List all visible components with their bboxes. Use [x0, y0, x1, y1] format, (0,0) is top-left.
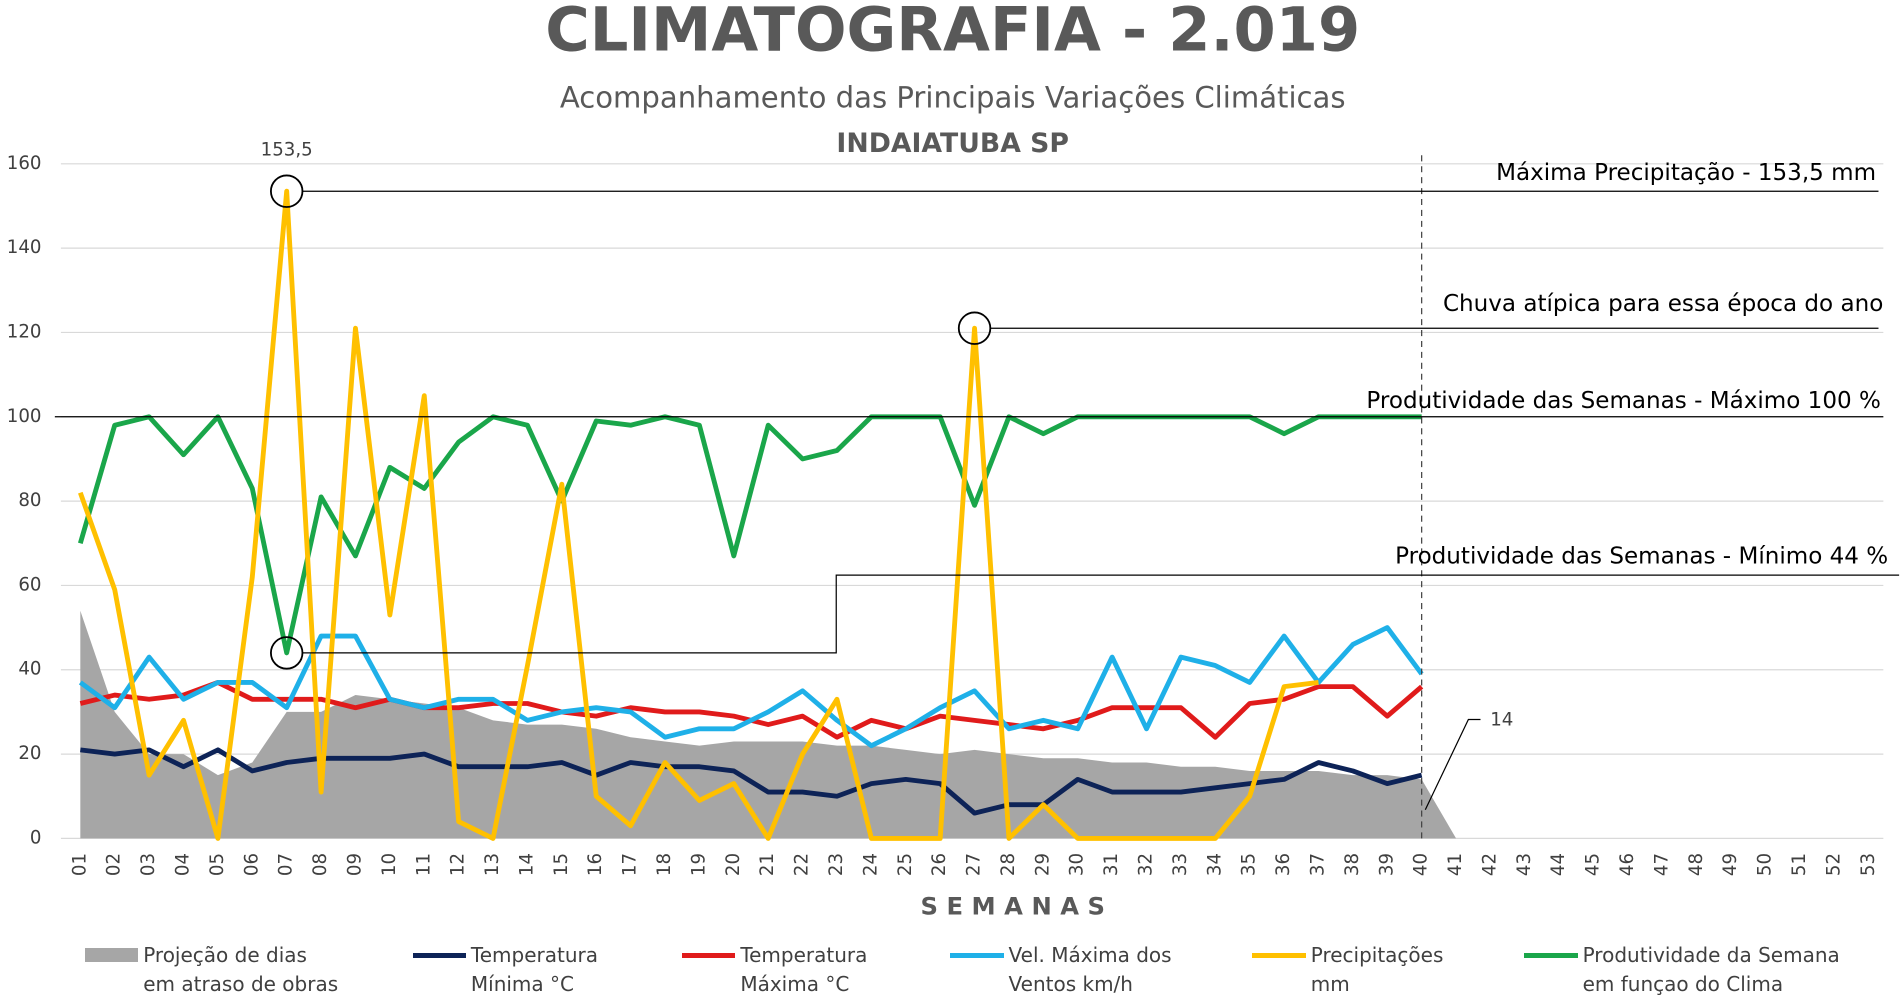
y-tick-label: 0 — [30, 827, 42, 848]
x-tick-label: 28 — [998, 853, 1019, 876]
x-tick-label: 16 — [585, 853, 606, 876]
line — [77, 414, 1422, 656]
legend-label: Vel. Máxima dos Ventos km/h — [1008, 942, 1172, 996]
x-tick-label: 26 — [929, 853, 950, 876]
y-tick-label: 60 — [18, 574, 41, 595]
chart-location: INDAIATUBA SP — [836, 128, 1069, 159]
x-tick-label: 35 — [1239, 853, 1260, 876]
x-tick-label: 37 — [1307, 853, 1328, 876]
y-tick-label: 140 — [7, 237, 42, 258]
x-tick-label: 17 — [620, 853, 641, 876]
x-tick-label: 34 — [1204, 853, 1225, 876]
annotation: Produtividade das Semanas - Máximo 100 % — [1366, 388, 1880, 414]
x-tick-label: 12 — [448, 853, 469, 876]
annotation-line — [1424, 718, 1481, 810]
x-tick-label: 06 — [241, 853, 262, 876]
area — [80, 610, 1457, 839]
annotation: Máxima Precipitação - 153,5 mm — [1496, 160, 1876, 186]
x-tick-label: 42 — [1479, 853, 1500, 876]
line — [80, 747, 1423, 816]
x-tick-label: 40 — [1411, 853, 1432, 876]
annotation: Produtividade das Semanas - Mínimo 44 % — [1395, 543, 1888, 569]
x-tick-label: 09 — [344, 853, 365, 876]
x-tick-label: 07 — [276, 853, 297, 876]
x-tick-label: 29 — [1032, 853, 1053, 876]
legend-label: Temperatura Máxima °C — [740, 942, 868, 996]
legend-swatch — [412, 952, 467, 958]
x-tick-label: 53 — [1858, 853, 1879, 876]
x-tick-label: 48 — [1686, 853, 1707, 876]
x-tick-label: 03 — [138, 853, 159, 876]
x-tick-label: 27 — [964, 853, 985, 876]
x-tick-label: 13 — [482, 853, 503, 876]
annotation: Chuva atípica para essa época do ano — [1443, 291, 1883, 317]
chart-subtitle: Acompanhamento das Principais Variações … — [560, 80, 1346, 114]
legend-label: Precipitações mm — [1310, 942, 1444, 996]
x-tick-label: 04 — [173, 853, 194, 876]
x-tick-label: 15 — [551, 853, 572, 876]
chart-title: CLIMATOGRAFIA - 2.019 — [545, 0, 1360, 66]
x-tick-label: 44 — [1548, 853, 1569, 876]
x-tick-label: 45 — [1583, 853, 1604, 876]
x-tick-label: 05 — [207, 853, 228, 876]
x-tick-label: 36 — [1273, 853, 1294, 876]
x-tick-label: 23 — [826, 853, 847, 876]
annotation: 14 — [1490, 710, 1513, 731]
x-tick-label: 25 — [895, 853, 916, 876]
x-tick-label: 39 — [1376, 853, 1397, 876]
y-tick-label: 40 — [18, 659, 41, 680]
x-tick-label: 02 — [104, 853, 125, 876]
x-tick-label: 19 — [688, 853, 709, 876]
legend-swatch — [84, 948, 139, 963]
x-tick-label: 52 — [1823, 853, 1844, 876]
x-tick-label: 30 — [1067, 853, 1088, 876]
annotation-line — [302, 574, 1900, 654]
line — [78, 188, 1319, 841]
x-tick-label: 20 — [723, 853, 744, 876]
x-tick-label: 01 — [69, 853, 90, 876]
legend-swatch — [1252, 952, 1306, 958]
legend-label: Produtividade da Semana em funçao do Cli… — [1582, 942, 1840, 996]
x-tick-label: 51 — [1789, 853, 1810, 876]
x-tick-label: 31 — [1101, 853, 1122, 876]
line — [78, 625, 1424, 749]
x-tick-label: 43 — [1514, 853, 1535, 876]
x-tick-label: 22 — [792, 853, 813, 876]
x-tick-label: 41 — [1445, 853, 1466, 876]
x-tick-label: 33 — [1170, 853, 1191, 876]
annotation: 153,5 — [261, 139, 313, 160]
legend-swatch — [1524, 952, 1578, 958]
x-tick-label: 47 — [1651, 853, 1672, 876]
legend-swatch — [950, 952, 1004, 958]
y-tick-label: 100 — [7, 406, 42, 427]
x-tick-label: 24 — [860, 853, 881, 876]
x-tick-label: 50 — [1755, 853, 1776, 876]
x-tick-label: 18 — [654, 853, 675, 876]
legend-label: Temperatura Mínima °C — [470, 942, 598, 996]
x-tick-label: 21 — [757, 853, 778, 876]
y-tick-label: 80 — [18, 490, 41, 511]
y-tick-label: 120 — [7, 321, 42, 342]
x-tick-label: 11 — [413, 853, 434, 876]
legend-swatch — [682, 952, 736, 958]
y-tick-label: 20 — [18, 743, 41, 764]
x-tick-label: 32 — [1136, 853, 1157, 876]
legend-label: Projeção de dias em atraso de obras — [143, 942, 339, 996]
x-tick-label: 14 — [516, 853, 537, 876]
x-tick-label: 49 — [1720, 853, 1741, 876]
y-tick-label: 160 — [7, 153, 42, 174]
x-tick-label: 46 — [1617, 853, 1638, 876]
x-axis-title: SEMANAS — [921, 892, 1114, 921]
x-tick-label: 08 — [310, 853, 331, 876]
x-tick-label: 38 — [1342, 853, 1363, 876]
x-tick-label: 10 — [379, 853, 400, 876]
